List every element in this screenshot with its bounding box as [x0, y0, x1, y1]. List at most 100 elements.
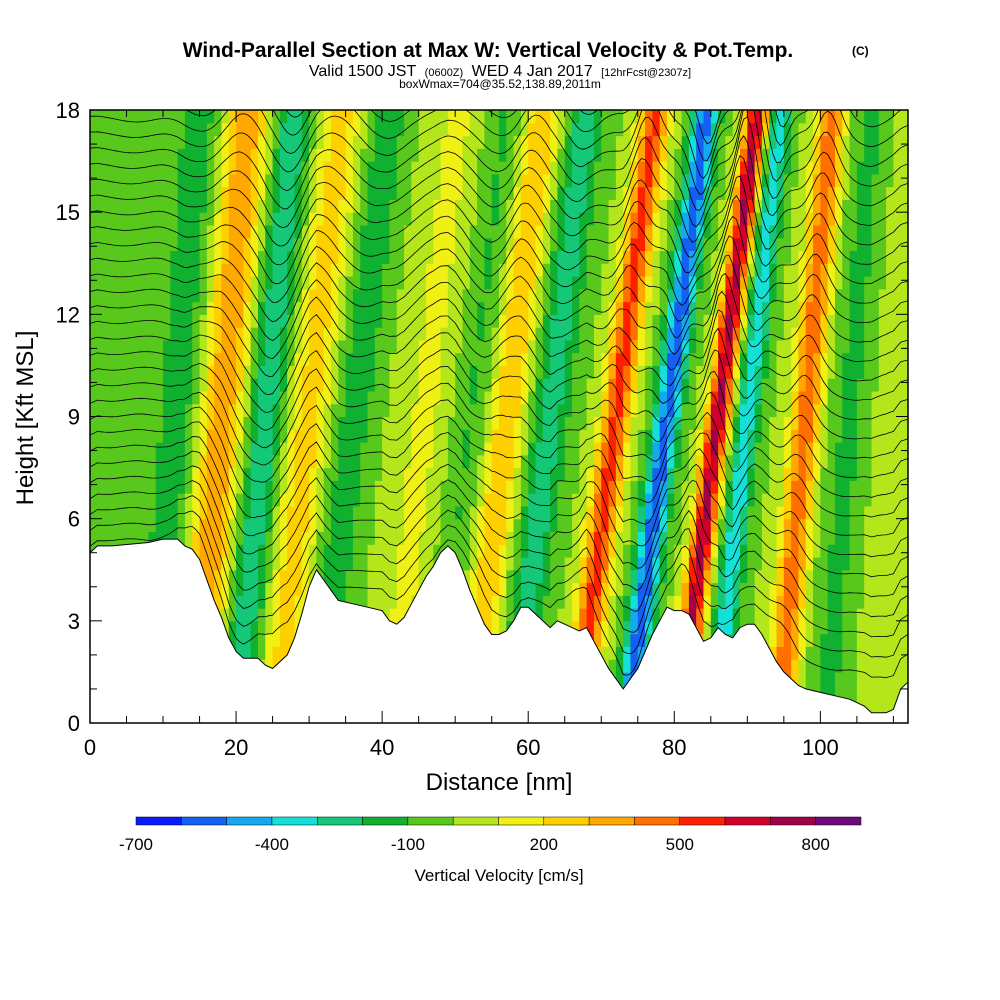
w-cell [535, 327, 544, 341]
w-cell [732, 314, 741, 328]
w-cell [674, 569, 683, 584]
w-cell [418, 505, 427, 520]
w-cell [331, 454, 339, 469]
w-cell [550, 110, 559, 124]
w-cell [126, 378, 135, 392]
w-cell [798, 505, 807, 520]
w-cell [608, 480, 617, 494]
w-cell [506, 263, 515, 277]
w-cell [813, 186, 821, 200]
w-cell [389, 378, 398, 392]
w-cell [550, 276, 559, 290]
w-cell [184, 199, 193, 213]
w-cell [199, 250, 208, 264]
w-cell [769, 199, 778, 213]
w-cell [119, 429, 128, 443]
w-cell [440, 199, 449, 213]
w-cell [104, 224, 113, 239]
w-cell [126, 416, 135, 430]
w-cell [718, 582, 727, 596]
w-cell [360, 378, 369, 392]
w-cell [652, 442, 661, 456]
w-cell [791, 352, 800, 367]
w-cell [718, 276, 727, 290]
w-cell [637, 595, 646, 609]
w-cell [783, 352, 792, 367]
w-cell [265, 442, 274, 456]
w-cell [199, 263, 208, 277]
w-cell [455, 212, 464, 226]
w-cell [674, 582, 683, 596]
w-cell [469, 403, 478, 418]
w-cell [834, 582, 843, 596]
w-cell [550, 467, 559, 481]
w-cell [141, 212, 150, 226]
w-cell [783, 250, 792, 264]
w-cell [250, 365, 259, 379]
w-cell [287, 263, 296, 277]
w-cell [674, 148, 683, 162]
w-cell [309, 327, 318, 341]
w-cell [206, 301, 215, 315]
w-cell [696, 416, 705, 430]
w-cell [593, 122, 602, 137]
w-cell [221, 224, 230, 239]
w-cell [104, 442, 113, 456]
w-cell [177, 314, 186, 328]
w-cell [776, 301, 785, 315]
w-cell [586, 250, 595, 264]
w-cell [447, 135, 456, 149]
w-cell [484, 569, 493, 584]
w-cell [645, 442, 653, 456]
w-cell [564, 378, 573, 392]
w-cell [404, 518, 412, 533]
w-cell [148, 518, 157, 533]
w-cell [637, 110, 646, 124]
w-cell [309, 135, 318, 149]
w-cell [652, 135, 661, 149]
w-cell [783, 646, 792, 660]
w-cell [104, 301, 113, 315]
w-cell [236, 403, 244, 418]
w-cell [469, 288, 478, 303]
w-cell [608, 416, 617, 430]
w-cell [126, 403, 135, 418]
w-cell [206, 110, 215, 124]
w-cell [754, 518, 763, 533]
w-cell [813, 250, 821, 264]
w-cell [688, 122, 697, 137]
w-cell [396, 556, 405, 571]
w-cell [389, 544, 398, 558]
w-cell [718, 416, 727, 430]
w-cell [338, 314, 347, 328]
w-cell [279, 403, 288, 418]
w-cell [338, 352, 347, 367]
w-cell [520, 339, 529, 354]
w-cell [645, 608, 653, 622]
w-cell [126, 327, 135, 341]
w-cell [572, 390, 580, 405]
w-cell [542, 518, 551, 533]
w-cell [184, 301, 193, 315]
w-cell [798, 161, 807, 175]
w-cell [250, 646, 259, 660]
w-cell [645, 314, 653, 328]
w-cell [404, 378, 412, 392]
w-cell [90, 493, 98, 507]
w-cell [184, 173, 193, 188]
w-cell [769, 186, 778, 200]
w-cell [813, 110, 821, 124]
w-cell [754, 110, 763, 124]
w-cell [301, 365, 310, 379]
w-cell [827, 608, 836, 622]
w-cell [732, 237, 741, 252]
w-cell [623, 659, 632, 673]
w-cell [119, 186, 128, 200]
w-cell [769, 454, 778, 469]
w-cell [813, 569, 821, 584]
w-cell [776, 633, 785, 647]
w-cell [97, 429, 106, 443]
w-cell [564, 493, 573, 507]
w-cell [520, 301, 529, 315]
w-cell [688, 518, 697, 533]
